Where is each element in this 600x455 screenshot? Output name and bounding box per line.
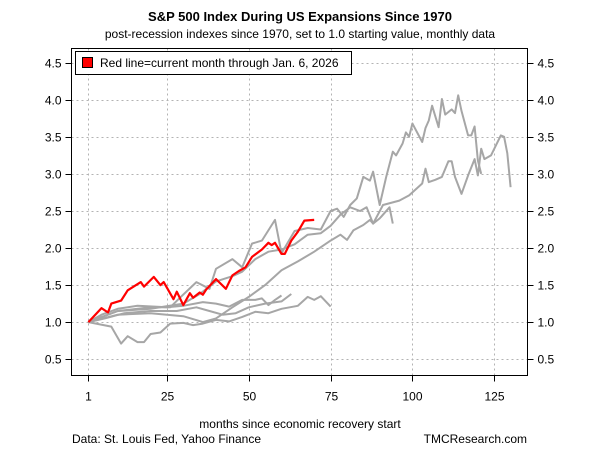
y-tick-label-right: 4.5 [538,57,555,71]
y-tick-label-right: 2.0 [538,242,555,256]
legend-box [75,51,352,75]
y-tick-label-right: 2.5 [538,205,555,219]
y-tick-label-left: 3.5 [45,131,62,145]
y-tick-label-left: 4.5 [45,57,62,71]
series-lines [87,94,512,345]
credit: TMCResearch.com [424,432,527,446]
y-tick-label-right: 3.0 [538,168,555,182]
x-tick-label: 100 [402,390,422,404]
y-tick-label-right: 1.5 [538,279,555,293]
y-tick-label-left: 2.5 [45,205,62,219]
legend: Red line=current month through Jan. 6, 2… [75,51,352,75]
series-past-expansion-a [88,94,483,324]
chart-title: S&P 500 Index During US Expansions Since… [148,9,452,24]
y-tick-label-right: 1.0 [538,316,555,330]
x-tick-label: 1 [85,390,92,404]
series-past-expansion-d [88,295,332,345]
y-tick-label-left: 2.0 [45,242,62,256]
legend-label: Red line=current month through Jan. 6, 2… [100,56,339,70]
x-axis-label: months since economic recovery start [199,417,401,431]
y-tick-label-right: 3.5 [538,131,555,145]
series-current-expansion [87,218,315,323]
x-tick-label: 25 [161,390,175,404]
y-tick-label-left: 3.0 [45,168,62,182]
y-tick-label-left: 1.5 [45,279,62,293]
y-tick-label-right: 0.5 [538,353,555,367]
x-tick-label: 125 [484,390,504,404]
chart-subtitle: post-recession indexes since 1970, set t… [105,27,496,41]
series-past-expansion-f [88,293,292,324]
y-tick-label-right: 4.0 [538,94,555,108]
y-tick-label-left: 4.0 [45,94,62,108]
y-tick-label-left: 1.0 [45,316,62,330]
legend-swatch [82,57,93,68]
x-tick-label: 75 [325,390,339,404]
x-tick-label: 50 [243,390,257,404]
source-note: Data: St. Louis Fed, Yahoo Finance [72,432,261,446]
y-tick-label-left: 0.5 [45,353,62,367]
